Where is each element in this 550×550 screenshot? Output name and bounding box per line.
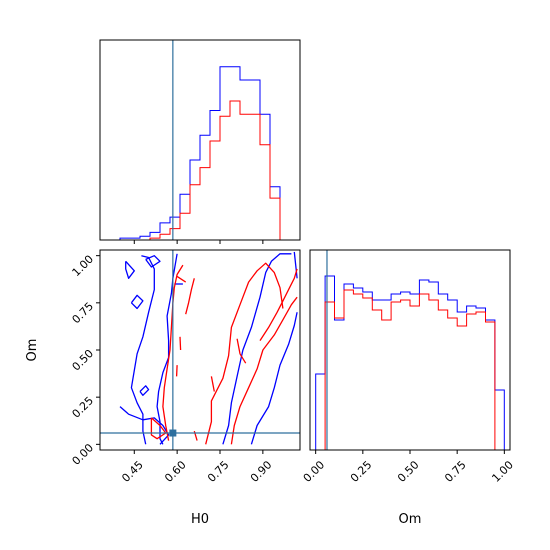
- x-tick-label: 1.00: [489, 458, 516, 485]
- x-tick-label: 0.25: [348, 458, 375, 485]
- contour-line-21: [210, 376, 215, 392]
- contour-line-8: [222, 253, 292, 445]
- x-tick-label: 0.00: [301, 458, 328, 485]
- contour-line-14: [175, 365, 178, 377]
- panel-hist-h0: [99, 39, 301, 244]
- contour-line-11: [162, 264, 184, 441]
- contour-line-12: [185, 278, 195, 315]
- panel-contour-h0-om: 0.45 0.60 0.75 0.90 0.00 0.25 0.50 0.75 1.00 H0 Om: [25, 249, 301, 527]
- contour-line-15: [176, 275, 187, 283]
- y-tick-label: 0.25: [70, 394, 97, 421]
- contour-line-17: [205, 262, 284, 445]
- contour-line-16: [150, 417, 167, 440]
- contour-line-20: [236, 338, 247, 364]
- y-tick-label: 0.75: [70, 300, 97, 327]
- contour-line-19: [259, 268, 298, 341]
- x-tick-label: 0.90: [248, 458, 275, 485]
- x-axis-label-h0: H0: [191, 512, 209, 527]
- y-tick-label: 0.00: [70, 441, 97, 468]
- truth-marker: [169, 429, 177, 437]
- contour-line-10: [293, 251, 298, 279]
- x-tick-label: 0.50: [395, 458, 422, 485]
- x-tick-label: 0.75: [205, 458, 232, 485]
- x-tick-label: 0.60: [162, 458, 189, 485]
- panel-hist-om: 0.00 0.25 0.50 0.75 1.00 Om: [301, 249, 516, 527]
- contour-line-4: [145, 255, 161, 268]
- x-tick-label: 0.45: [119, 458, 146, 485]
- contour-line-2: [119, 406, 170, 445]
- histogram-series-1: [315, 289, 505, 450]
- x-tick-label: 0.75: [442, 458, 469, 485]
- contour-line-1: [156, 253, 178, 445]
- hist-om-frame: [309, 249, 511, 451]
- histogram-series-1: [100, 100, 300, 240]
- y-axis-label-om: Om: [25, 339, 40, 362]
- contour-line-7: [139, 385, 150, 396]
- hist-h0-frame: [99, 39, 301, 241]
- contour-line-5: [130, 294, 144, 310]
- y-tick-label: 0.50: [70, 347, 97, 374]
- contour-line-3: [125, 260, 135, 279]
- contour-line-9: [250, 312, 298, 445]
- contour-line-0: [130, 255, 155, 445]
- contour-line-13: [179, 336, 182, 351]
- contour-line-18: [230, 296, 298, 445]
- histogram-series-0: [100, 66, 300, 240]
- y-tick-label: 1.00: [70, 253, 97, 280]
- contour-frame: [99, 249, 301, 451]
- x-axis-label-om: Om: [399, 512, 422, 527]
